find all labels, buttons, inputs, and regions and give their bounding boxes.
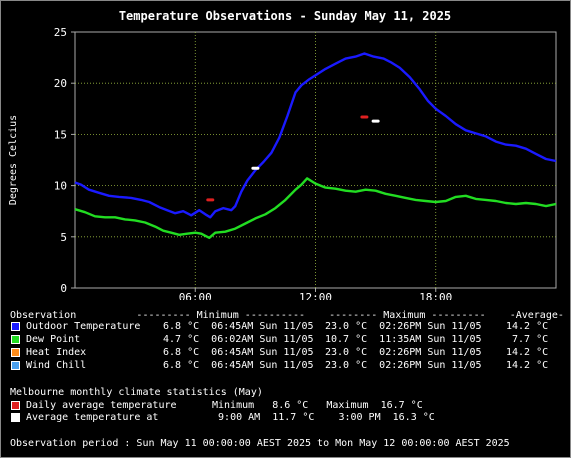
chart-title: Temperature Observations - Sunday May 11… <box>119 9 451 23</box>
climate-marker-daily-average-temperature <box>360 115 369 119</box>
legend-max-dewpoint: 10.7 °C 11:35AM Sun 11/05 <box>325 334 482 345</box>
y-axis-label: Degrees Celcius <box>8 115 19 205</box>
legend-avg-outdoor: 14.2 °C <box>506 321 549 332</box>
x-tick-label: 12:00 <box>299 291 332 300</box>
x-tick-label: 18:00 <box>419 291 452 300</box>
legend-min-dewpoint: 4.7 °C 06:02AM Sun 11/05 <box>157 334 314 345</box>
y-tick-label: 15 <box>54 128 67 141</box>
y-tick-label: 20 <box>54 77 67 90</box>
climate-swatch-daily <box>11 401 20 410</box>
legend-header: Observation --------- Minimum ----------… <box>10 310 564 321</box>
legend-swatch-windchill <box>11 361 20 370</box>
plot-area <box>74 31 557 289</box>
x-tick-label: 06:00 <box>179 291 212 300</box>
y-tick-label: 5 <box>60 231 67 244</box>
legend-min-outdoor: 6.8 °C 06:45AM Sun 11/05 <box>157 321 314 332</box>
y-tick-label: 25 <box>54 26 67 39</box>
climate-at-stats: 9:00 AM 11.7 °C 3:00 PM 16.3 °C <box>206 412 435 423</box>
climate-heading: Melbourne monthly climate statistics (Ma… <box>10 387 263 398</box>
series-line-dew-point <box>74 177 557 240</box>
climate-marker-daily-average-temperature <box>206 198 215 202</box>
legend-label-windchill: Wind Chill <box>26 360 87 371</box>
legend-swatch-heatindex <box>11 348 20 357</box>
climate-marker-average-temperature-at <box>251 166 260 170</box>
climate-daily-label: Daily average temperature <box>26 400 177 411</box>
legend-avg-windchill: 14.2 °C <box>506 360 549 371</box>
series-line-outdoor-temperature <box>74 52 557 219</box>
y-tick-label: 0 <box>60 282 67 295</box>
legend-label-dewpoint: Dew Point <box>26 334 81 345</box>
legend-max-heatindex: 23.0 °C 02:26PM Sun 11/05 <box>325 347 482 358</box>
legend-min-heatindex: 6.8 °C 06:45AM Sun 11/05 <box>157 347 314 358</box>
legend-swatch-outdoor <box>11 322 20 331</box>
climate-daily-stats: Minimum 8.6 °C Maximum 16.7 °C <box>212 400 423 411</box>
legend-avg-dewpoint: 7.7 °C <box>506 334 549 345</box>
legend-min-windchill: 6.8 °C 06:45AM Sun 11/05 <box>157 360 314 371</box>
climate-marker-average-temperature-at <box>371 119 380 123</box>
observation-period: Observation period : Sun May 11 00:00:00… <box>10 438 510 449</box>
y-tick-label: 10 <box>54 180 67 193</box>
climate-swatch-at <box>11 413 20 422</box>
legend-label-outdoor: Outdoor Temperature <box>26 321 141 332</box>
legend-swatch-dewpoint <box>11 335 20 344</box>
legend-max-windchill: 23.0 °C 02:26PM Sun 11/05 <box>325 360 482 371</box>
temperature-chart: Temperature Observations - Sunday May 11… <box>8 9 557 300</box>
legend-avg-heatindex: 14.2 °C <box>506 347 549 358</box>
climate-at-label: Average temperature at <box>26 412 159 423</box>
legend-label-heatindex: Heat Index <box>26 347 87 358</box>
legend-max-outdoor: 23.0 °C 02:26PM Sun 11/05 <box>325 321 482 332</box>
